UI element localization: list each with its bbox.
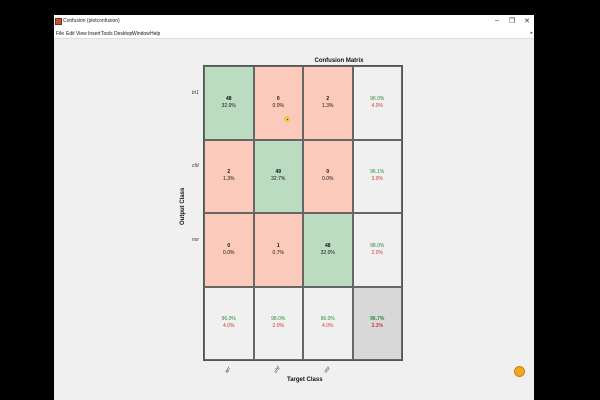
col-error: 2.0% xyxy=(272,323,284,330)
close-button[interactable]: ✕ xyxy=(524,18,530,25)
cell-percent: 0.0% xyxy=(322,176,334,183)
menu-desktop[interactable]: Desktop xyxy=(114,31,133,37)
cell-count: 48 xyxy=(324,242,331,249)
row-error: 3.9% xyxy=(371,176,383,183)
col-accuracy: 96.0% xyxy=(221,316,236,323)
confusion-matrix: 48 32.0% 0 0.0% 2 1.3% 96.0% 4.0% 2 1.3% 49 32.7% 0 0… xyxy=(203,65,403,361)
col-summary-cell: 96.0% 4.0% xyxy=(204,286,254,360)
row-error: 2.0% xyxy=(371,249,383,256)
col-accuracy: 98.0% xyxy=(271,316,286,323)
matrix-title: Confusion Matrix xyxy=(314,58,364,64)
minimize-button[interactable]: – xyxy=(495,17,499,24)
row-accuracy: 98.0% xyxy=(370,242,385,249)
col-error: 4.0% xyxy=(223,323,235,330)
total-accuracy: 96.7% xyxy=(370,316,385,323)
row-accuracy: 96.1% xyxy=(370,169,385,176)
col-class-label: nsr xyxy=(322,365,332,375)
col-class-label: arr xyxy=(223,365,233,375)
cell-count: 0 xyxy=(276,95,280,102)
row-error: 4.0% xyxy=(371,102,383,109)
col-class-label: chf xyxy=(273,365,282,375)
row-class-label: cfd xyxy=(192,163,199,170)
total-summary-cell: 96.7% 3.3% xyxy=(352,286,402,360)
matlab-icon xyxy=(55,18,62,25)
cell-count: 49 xyxy=(275,169,282,176)
row-class-label: nsr xyxy=(192,236,199,243)
cell-count: 48 xyxy=(225,95,232,102)
cell-count: 0 xyxy=(227,242,231,249)
matrix-cell: 0 0.0% xyxy=(204,213,254,287)
cell-percent: 32.0% xyxy=(221,102,236,109)
matrix-cell: 1 0.7% xyxy=(253,213,303,287)
cell-count: 2 xyxy=(326,95,330,102)
menu-tools[interactable]: Tools xyxy=(101,31,113,37)
menu-help[interactable]: Help xyxy=(150,31,161,37)
total-error: 3.3% xyxy=(371,323,383,330)
menu-view[interactable]: View xyxy=(76,31,87,37)
window-title: Confusion (plotconfusion) xyxy=(63,18,120,24)
cell-percent: 1.3% xyxy=(223,176,235,183)
matrix-cell: 2 1.3% xyxy=(204,139,254,213)
matrix-cell: 2 1.3% xyxy=(303,66,353,140)
col-accuracy: 96.0% xyxy=(320,316,335,323)
matrix-cell: 49 32.7% xyxy=(253,139,303,213)
cell-percent: 0.0% xyxy=(272,102,284,109)
matrix-cell: 48 32.0% xyxy=(303,213,353,287)
cell-count: 0 xyxy=(326,169,330,176)
recording-indicator-icon xyxy=(514,366,525,377)
row-class-label: tri1 xyxy=(192,89,199,96)
title-bar[interactable]: Confusion (plotconfusion) – ❐ ✕ xyxy=(54,15,534,30)
col-summary-cell: 96.0% 4.0% xyxy=(303,286,353,360)
row-accuracy: 96.0% xyxy=(370,95,385,102)
maximize-button[interactable]: ❐ xyxy=(508,18,516,25)
cell-percent: 0.0% xyxy=(223,249,235,256)
row-summary-cell: 96.0% 4.0% xyxy=(352,66,402,140)
row-summary-cell: 96.1% 3.9% xyxy=(352,139,402,213)
menu-overflow-icon[interactable]: ▸ xyxy=(530,30,533,36)
x-axis-label: Target Class xyxy=(287,377,323,383)
cell-percent: 0.7% xyxy=(272,249,284,256)
matrix-cell: 48 32.0% xyxy=(204,66,254,140)
cell-percent: 32.7% xyxy=(271,176,286,183)
menu-edit[interactable]: Edit xyxy=(66,31,75,37)
menu-insert[interactable]: Insert xyxy=(88,31,101,37)
mouse-cursor-indicator xyxy=(284,116,290,122)
y-axis-label: Output Class xyxy=(180,187,186,225)
cell-count: 1 xyxy=(276,242,280,249)
cell-percent: 1.3% xyxy=(322,102,334,109)
menu-file[interactable]: File xyxy=(56,31,65,37)
menu-window[interactable]: Window xyxy=(132,31,150,37)
cell-percent: 32.0% xyxy=(320,249,335,256)
matrix-cell: 0 0.0% xyxy=(303,139,353,213)
figure-window: Confusion (plotconfusion) – ❐ ✕ File Edi… xyxy=(54,15,534,400)
matrix-cell: 0 0.0% xyxy=(253,66,303,140)
cell-count: 2 xyxy=(227,169,231,176)
col-error: 4.0% xyxy=(322,323,334,330)
col-summary-cell: 98.0% 2.0% xyxy=(253,286,303,360)
row-summary-cell: 98.0% 2.0% xyxy=(352,213,402,287)
menu-bar: File Edit View Insert Tools Desktop Wind… xyxy=(54,30,534,39)
